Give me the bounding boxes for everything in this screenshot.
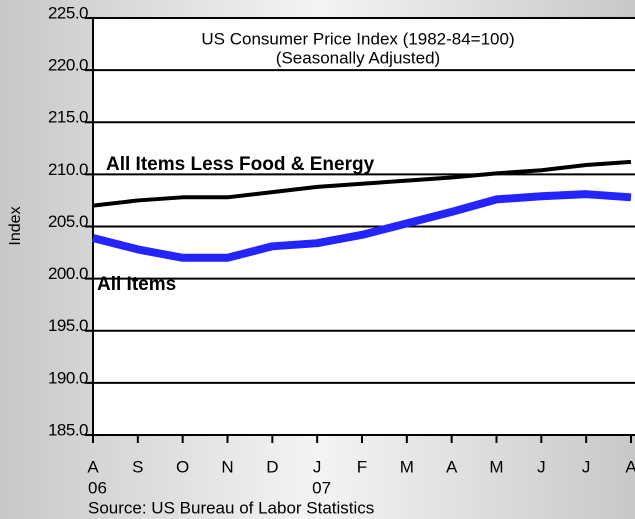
- y-axis-label: Index: [7, 206, 24, 245]
- series-label: All Items: [97, 274, 176, 295]
- x-tick-label: F: [357, 457, 367, 476]
- x-tick-label: D: [266, 457, 278, 476]
- x-tick-label: O: [176, 457, 189, 476]
- y-tick-label: 200.0: [48, 264, 88, 283]
- source: Source: US Bureau of Labor Statistics: [88, 498, 374, 517]
- x-tick-label: M: [489, 457, 503, 476]
- x-tick-label: S: [132, 457, 143, 476]
- y-tick-label: 190.0: [48, 368, 88, 387]
- chart-title: US Consumer Price Index (1982-84=100): [201, 29, 514, 48]
- chart-subtitle: (Seasonally Adjusted): [276, 48, 440, 67]
- x-tick-label: J: [537, 457, 546, 476]
- x-tick-label: A: [446, 457, 458, 476]
- y-tick-label: 215.0: [48, 108, 88, 127]
- x-tick-label: J: [582, 457, 591, 476]
- x-year-label: 06: [88, 478, 107, 497]
- series-label: All Items Less Food & Energy: [106, 154, 375, 175]
- x-tick-label: A: [625, 457, 635, 476]
- x-tick-label: M: [400, 457, 414, 476]
- x-tick-label: J: [313, 457, 322, 476]
- y-tick-label: 195.0: [48, 316, 88, 335]
- series-line: [92, 159, 632, 208]
- x-year-label: 07: [312, 478, 331, 497]
- x-tick-label: A: [87, 457, 99, 476]
- y-tick-label: 205.0: [48, 212, 88, 231]
- x-tick-label: N: [221, 457, 233, 476]
- series-line: [92, 190, 632, 262]
- y-tick-label: 225.0: [48, 3, 88, 22]
- y-tick-label: 220.0: [48, 56, 88, 75]
- y-tick-label: 185.0: [48, 420, 88, 439]
- y-tick-label: 210.0: [48, 160, 88, 179]
